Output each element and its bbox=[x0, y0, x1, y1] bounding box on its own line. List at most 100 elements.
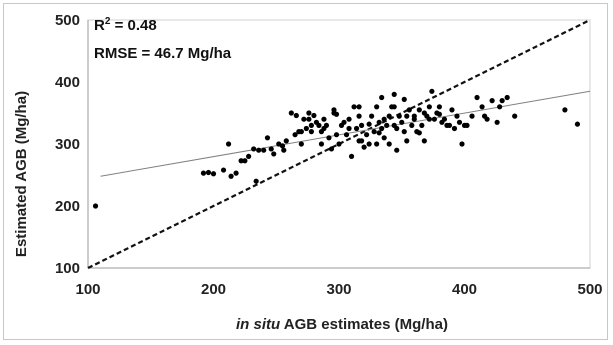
data-point bbox=[336, 141, 342, 147]
data-point bbox=[228, 173, 234, 179]
data-point bbox=[489, 98, 495, 104]
data-point bbox=[504, 94, 510, 101]
data-point bbox=[396, 113, 402, 119]
scatter-chart: 100 200 300 400 500 100 200 300 400 500 R2 = 0.4… bbox=[13, 12, 603, 333]
data-point bbox=[461, 122, 468, 128]
data-point bbox=[401, 96, 407, 102]
data-point bbox=[348, 153, 355, 159]
data-point bbox=[353, 125, 360, 132]
data-point bbox=[321, 116, 327, 122]
data-point bbox=[436, 104, 442, 110]
data-point bbox=[406, 107, 412, 113]
data-point bbox=[293, 112, 299, 119]
data-point bbox=[404, 138, 410, 144]
data-point bbox=[333, 111, 340, 117]
data-point bbox=[256, 147, 262, 153]
data-point bbox=[394, 147, 400, 153]
x-tick-labels: 100 200 300 400 500 bbox=[75, 281, 602, 298]
y-tick-label: 200 bbox=[55, 198, 80, 215]
data-point bbox=[399, 119, 405, 125]
data-points bbox=[92, 88, 581, 209]
data-point bbox=[421, 138, 427, 144]
data-point bbox=[298, 129, 304, 135]
data-point bbox=[441, 116, 448, 122]
data-point bbox=[481, 113, 488, 119]
data-point bbox=[369, 113, 375, 119]
y-tick-label: 100 bbox=[55, 260, 80, 277]
data-point bbox=[323, 122, 330, 128]
data-point bbox=[225, 141, 232, 147]
data-point bbox=[92, 203, 99, 209]
x-tick-label: 500 bbox=[577, 281, 602, 298]
y-tick-labels: 100 200 300 400 500 bbox=[55, 12, 80, 277]
data-point bbox=[308, 129, 314, 135]
data-point bbox=[401, 129, 407, 135]
data-point bbox=[251, 146, 257, 152]
data-point bbox=[494, 119, 500, 125]
y-tick-label: 400 bbox=[55, 74, 80, 91]
one-to-one-line bbox=[87, 19, 591, 269]
rmse-annotation: RMSE = 46.7 Mg/ha bbox=[94, 45, 232, 62]
data-point bbox=[512, 113, 518, 119]
y-axis-title: Estimated AGB (Mg/ha) bbox=[13, 91, 30, 257]
data-point bbox=[499, 98, 505, 104]
data-point bbox=[419, 122, 425, 128]
data-point bbox=[333, 132, 340, 138]
data-point bbox=[288, 110, 294, 116]
data-point bbox=[261, 147, 267, 153]
data-point bbox=[210, 171, 217, 177]
data-point bbox=[279, 143, 286, 149]
data-point bbox=[474, 94, 480, 101]
data-point bbox=[283, 138, 289, 144]
data-point bbox=[311, 112, 317, 119]
data-point bbox=[298, 141, 304, 147]
data-point bbox=[306, 110, 312, 116]
r2-annotation: R2 = 0.48 bbox=[94, 16, 157, 34]
data-point bbox=[416, 130, 422, 136]
data-point bbox=[381, 116, 387, 122]
data-point bbox=[409, 122, 415, 128]
x-tick-label: 100 bbox=[75, 281, 100, 298]
data-point bbox=[421, 110, 427, 116]
data-point bbox=[431, 116, 437, 122]
data-point bbox=[394, 125, 400, 132]
data-point bbox=[328, 146, 335, 152]
data-point bbox=[341, 119, 347, 125]
data-point bbox=[436, 111, 442, 117]
data-point bbox=[366, 121, 372, 127]
x-axis-title: in situ AGB estimates (Mg/ha) bbox=[236, 316, 448, 333]
data-point bbox=[379, 125, 385, 132]
data-point bbox=[303, 125, 309, 132]
data-point bbox=[358, 122, 365, 128]
data-point bbox=[292, 132, 298, 138]
data-point bbox=[271, 151, 277, 157]
data-point bbox=[264, 135, 271, 141]
data-point bbox=[574, 121, 581, 127]
data-point bbox=[318, 129, 325, 135]
data-point bbox=[459, 141, 465, 147]
data-point bbox=[281, 147, 287, 153]
data-point bbox=[469, 113, 475, 119]
data-point bbox=[376, 130, 382, 136]
data-point bbox=[374, 141, 380, 147]
data-point bbox=[381, 135, 387, 141]
data-point bbox=[242, 158, 248, 164]
data-point bbox=[411, 113, 417, 119]
data-point bbox=[386, 141, 392, 147]
y-tick-label: 500 bbox=[55, 12, 80, 29]
data-point bbox=[386, 113, 392, 119]
x-tick-label: 300 bbox=[326, 281, 351, 298]
data-point bbox=[358, 138, 365, 144]
data-point bbox=[306, 116, 312, 122]
data-point bbox=[253, 178, 259, 184]
data-point bbox=[479, 104, 485, 110]
data-point bbox=[426, 116, 432, 122]
data-point bbox=[379, 94, 385, 101]
data-point bbox=[454, 113, 460, 119]
data-point bbox=[391, 91, 397, 97]
data-point bbox=[316, 122, 322, 128]
data-point bbox=[451, 125, 458, 132]
data-point bbox=[456, 119, 463, 125]
data-point bbox=[449, 107, 455, 113]
data-point bbox=[497, 104, 503, 110]
